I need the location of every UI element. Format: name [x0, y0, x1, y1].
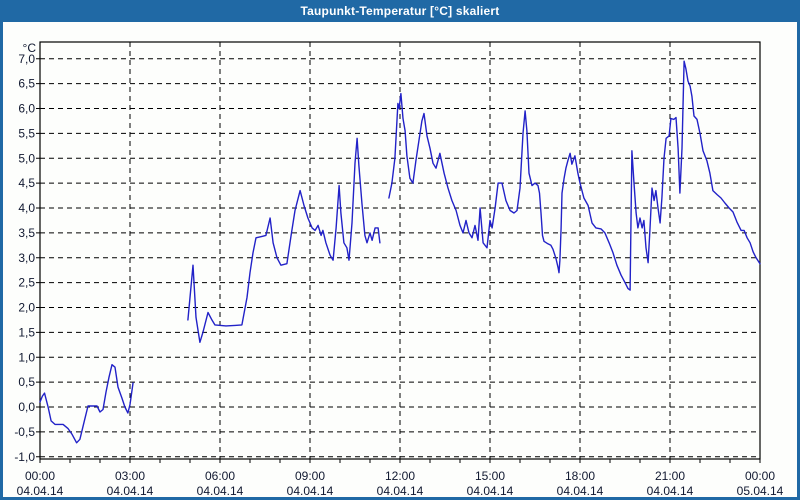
svg-text:04.04.14: 04.04.14 — [557, 484, 604, 497]
svg-text:3,0: 3,0 — [18, 251, 35, 265]
svg-text:04.04.14: 04.04.14 — [107, 484, 154, 497]
svg-text:0,0: 0,0 — [18, 400, 35, 414]
svg-text:0,5: 0,5 — [18, 375, 35, 389]
svg-text:2,5: 2,5 — [18, 276, 35, 290]
svg-text:21:00: 21:00 — [655, 469, 685, 483]
svg-text:03:00: 03:00 — [115, 469, 145, 483]
svg-text:04.04.14: 04.04.14 — [197, 484, 244, 497]
svg-text:3,5: 3,5 — [18, 226, 35, 240]
svg-text:5,0: 5,0 — [18, 151, 35, 165]
svg-text:15:00: 15:00 — [475, 469, 505, 483]
dewpoint-line-chart[interactable]: 7,0 6,5 6,0 5,5 5,0 4,5 4,0 3,5 3,0 2,5 2,0 1,5 1,0 0… — [3, 22, 797, 498]
chart-title: Taupunkt-Temperatur [°C] skaliert — [300, 4, 500, 18]
svg-text:00:00: 00:00 — [745, 469, 775, 483]
svg-text:04.04.14: 04.04.14 — [17, 484, 64, 497]
svg-text:4,0: 4,0 — [18, 201, 35, 215]
svg-text:05.04.14: 05.04.14 — [737, 484, 784, 497]
title-bar[interactable]: Taupunkt-Temperatur [°C] skaliert — [0, 0, 800, 22]
svg-text:04.04.14: 04.04.14 — [377, 484, 424, 497]
svg-text:1,0: 1,0 — [18, 350, 35, 364]
svg-text:2,0: 2,0 — [18, 301, 35, 315]
svg-text:4,5: 4,5 — [18, 176, 35, 190]
svg-text:5,5: 5,5 — [18, 126, 35, 140]
svg-text:04.04.14: 04.04.14 — [647, 484, 694, 497]
svg-text:09:00: 09:00 — [295, 469, 325, 483]
svg-text:12:00: 12:00 — [385, 469, 415, 483]
svg-text:6,5: 6,5 — [18, 77, 35, 91]
svg-text:6,0: 6,0 — [18, 102, 35, 116]
svg-text:06:00: 06:00 — [205, 469, 235, 483]
chart-area: 7,0 6,5 6,0 5,5 5,0 4,5 4,0 3,5 3,0 2,5 2,0 1,5 1,0 0… — [3, 22, 797, 498]
svg-text:00:00: 00:00 — [25, 469, 55, 483]
svg-text:04.04.14: 04.04.14 — [467, 484, 514, 497]
svg-text:7,0: 7,0 — [18, 52, 35, 66]
svg-text:-0,5: -0,5 — [14, 425, 35, 439]
svg-text:-1,0: -1,0 — [14, 450, 35, 464]
svg-text:°C: °C — [23, 41, 37, 55]
svg-text:18:00: 18:00 — [565, 469, 595, 483]
svg-text:04.04.14: 04.04.14 — [287, 484, 334, 497]
svg-text:1,5: 1,5 — [18, 325, 35, 339]
